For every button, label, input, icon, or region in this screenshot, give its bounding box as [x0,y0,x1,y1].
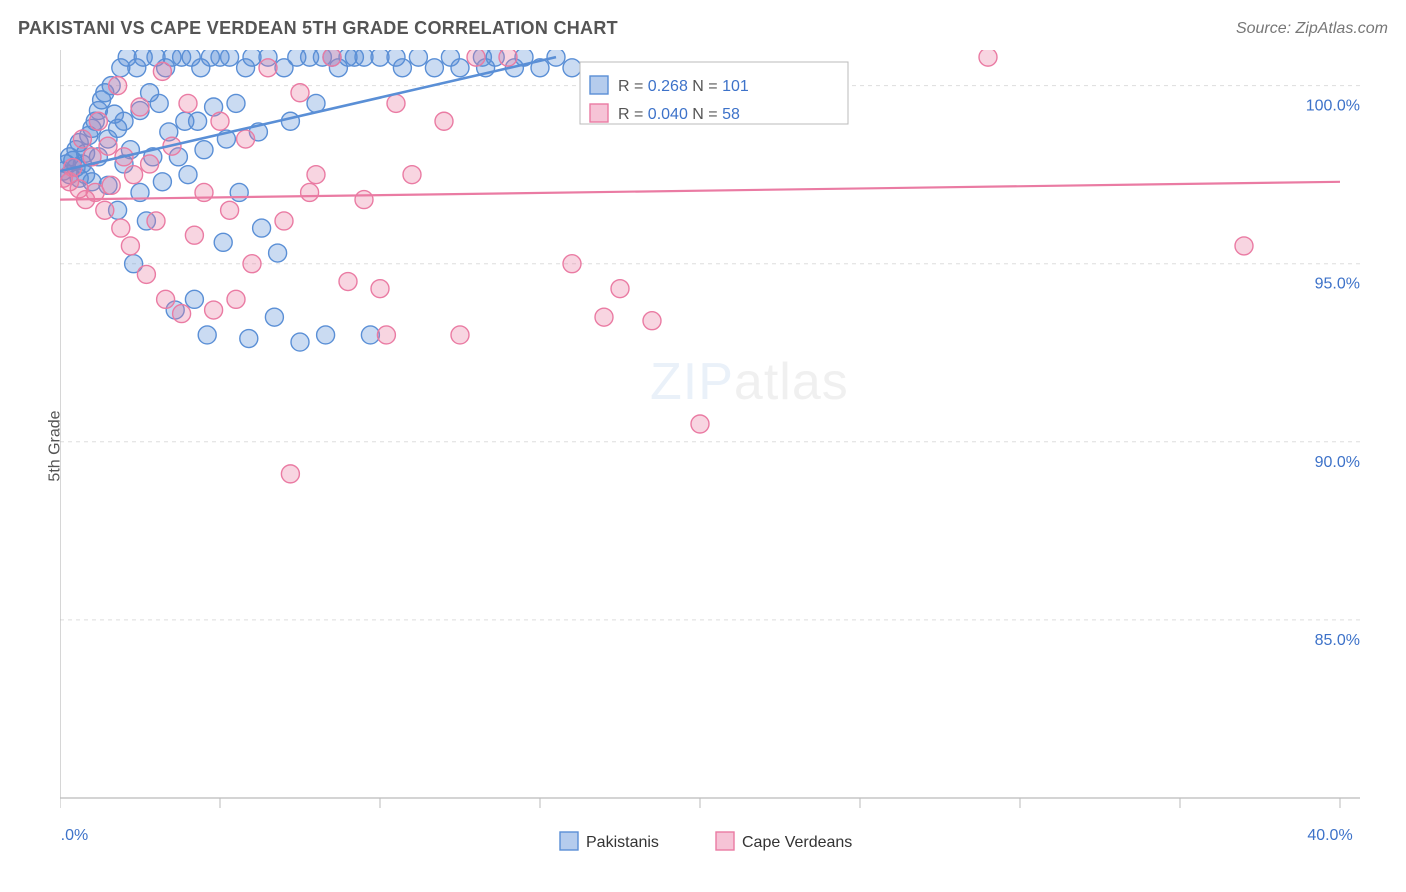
data-point [281,465,299,483]
data-point [89,112,107,130]
stats-swatch [590,76,608,94]
data-point [265,308,283,326]
data-point [214,233,232,251]
data-point [377,326,395,344]
data-point [243,50,261,66]
data-point [291,84,309,102]
data-point [317,326,335,344]
data-point [237,130,255,148]
y-tick-label: 95.0% [1315,276,1360,293]
data-point [198,326,216,344]
data-point [275,212,293,230]
data-point [221,50,239,66]
y-tick-label: 90.0% [1315,454,1360,471]
data-point [211,112,229,130]
data-point [185,290,203,308]
data-point [102,176,120,194]
data-point [403,166,421,184]
data-point [595,308,613,326]
data-point [73,130,91,148]
data-point [153,62,171,80]
data-point [355,50,373,66]
data-point [409,50,427,66]
legend-swatch [716,832,734,850]
stats-row: R = 0.268 N = 101 [618,78,749,95]
data-point [112,219,130,237]
y-tick-label: 100.0% [1306,98,1360,115]
data-point [393,59,411,77]
data-point [96,201,114,219]
data-point [451,326,469,344]
data-point [691,415,709,433]
data-point [371,280,389,298]
data-point [451,59,469,77]
data-point [137,265,155,283]
stats-swatch [590,104,608,122]
data-point [259,59,277,77]
chart-title: PAKISTANI VS CAPE VERDEAN 5TH GRADE CORR… [18,18,618,39]
data-point [253,219,271,237]
data-point [291,333,309,351]
data-point [153,173,171,191]
data-point [355,191,373,209]
data-point [361,326,379,344]
data-point [281,112,299,130]
data-point [979,50,997,66]
data-point [189,112,207,130]
data-point [435,112,453,130]
data-point [99,137,117,155]
data-point [307,166,325,184]
data-point [301,183,319,201]
data-point [109,77,127,95]
stats-row: R = 0.040 N = 58 [618,106,740,123]
x-tick-label: 40.0% [1307,827,1352,844]
data-point [179,94,197,112]
data-point [643,312,661,330]
data-point [563,255,581,273]
data-point [115,112,133,130]
data-point [121,237,139,255]
data-point [563,59,581,77]
watermark: ZIPatlas [650,353,849,411]
data-point [1235,237,1253,255]
chart-container: 85.0% 90.0% 95.0% 100.0% 0.0% 40.0% ZIPatlas R … [60,50,1376,852]
data-point [157,290,175,308]
data-point [371,50,389,66]
data-point [179,166,197,184]
data-point [125,166,143,184]
data-point [467,50,485,66]
data-point [243,255,261,273]
data-point [150,94,168,112]
data-point [147,212,165,230]
legend-label: Cape Verdeans [742,834,852,851]
data-point [221,201,239,219]
data-point [195,141,213,159]
data-point [173,305,191,323]
data-point [339,273,357,291]
data-point [205,301,223,319]
data-point [227,290,245,308]
data-point [141,155,159,173]
data-point [323,50,341,66]
data-point [387,94,405,112]
x-tick-label: 0.0% [60,827,88,844]
legend-label: Pakistanis [586,834,659,851]
data-point [269,244,287,262]
data-point [499,50,517,66]
legend-swatch [560,832,578,850]
data-point [425,59,443,77]
data-point [185,226,203,244]
data-point [611,280,629,298]
trend-line [60,182,1340,200]
y-tick-label: 85.0% [1315,632,1360,649]
data-point [230,183,248,201]
source-label: Source: ZipAtlas.com [1236,20,1388,38]
data-point [131,98,149,116]
scatter-chart: 85.0% 90.0% 95.0% 100.0% 0.0% 40.0% ZIPatlas R … [60,50,1376,852]
data-point [227,94,245,112]
data-point [240,330,258,348]
